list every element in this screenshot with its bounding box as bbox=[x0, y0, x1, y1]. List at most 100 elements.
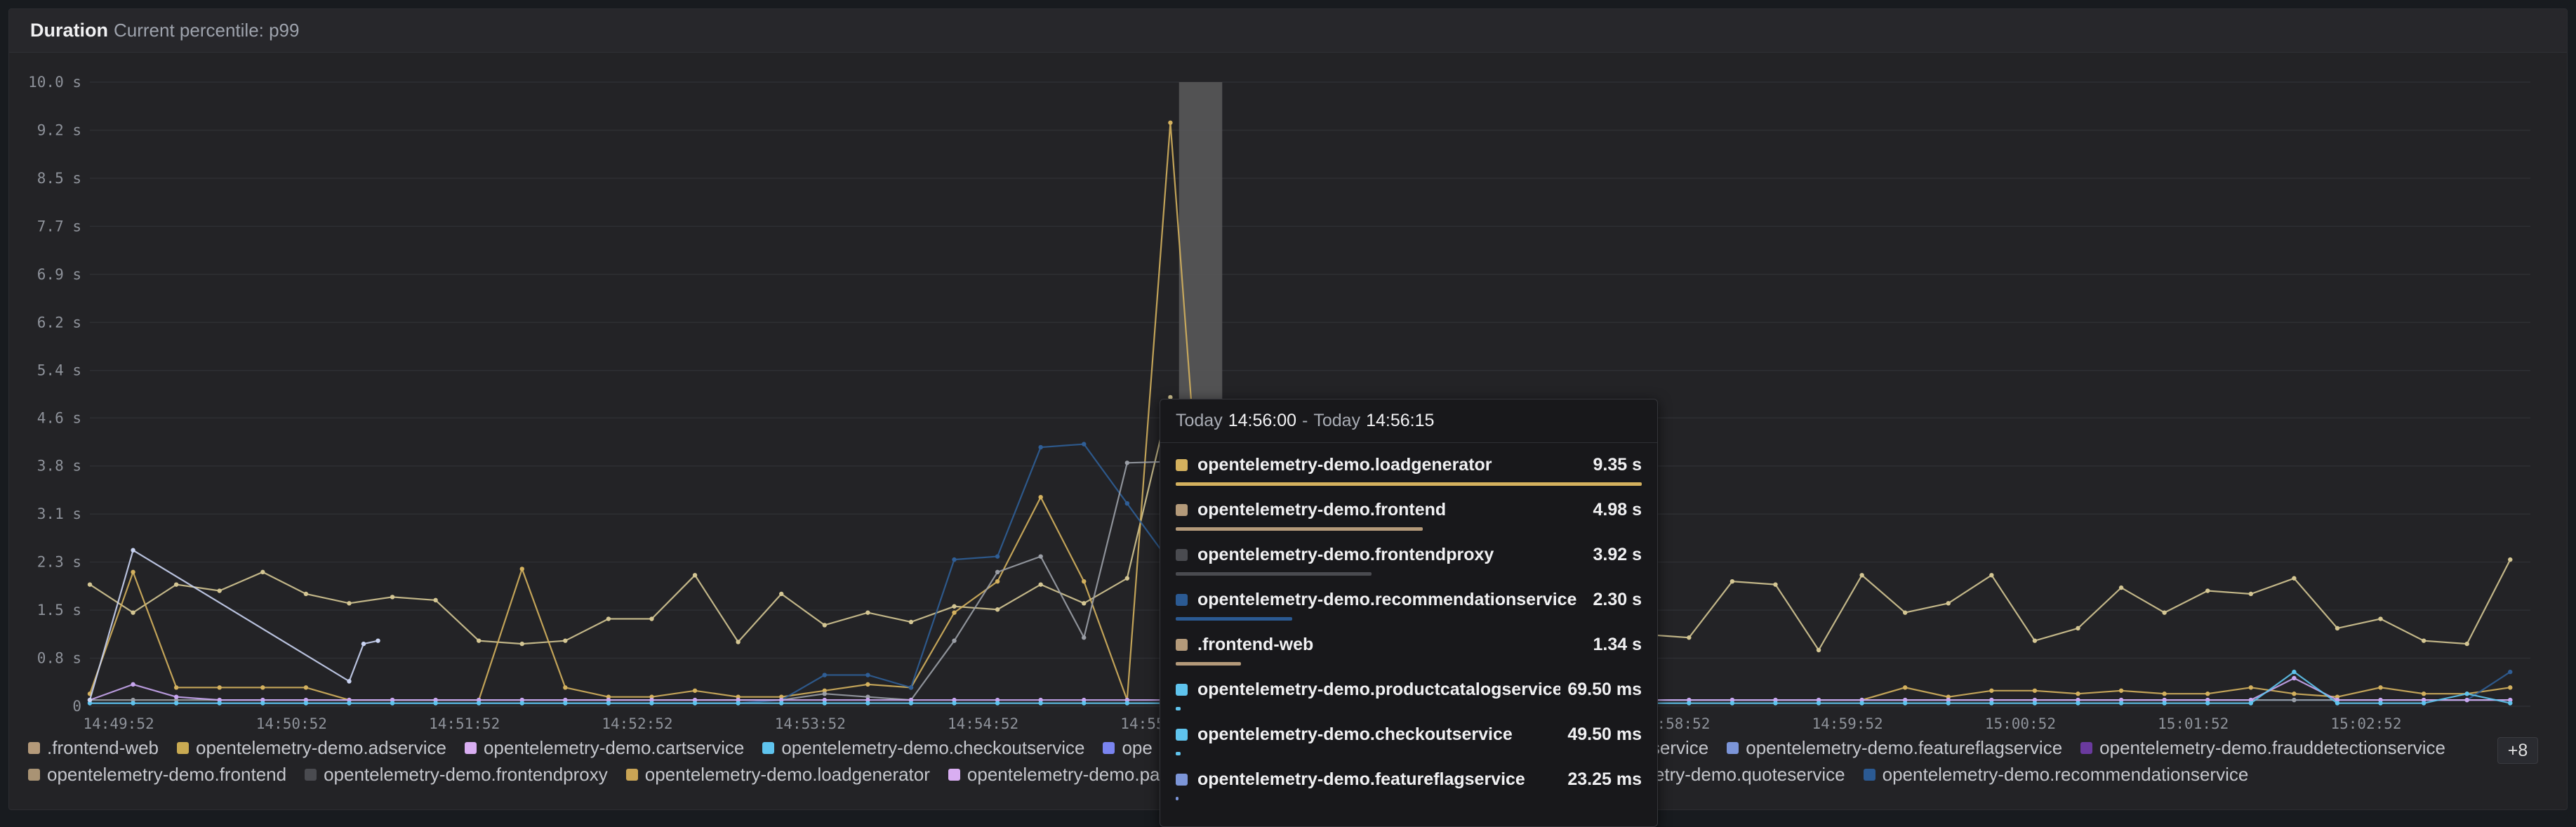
data-point bbox=[1687, 635, 1692, 640]
data-point bbox=[822, 701, 827, 706]
data-point bbox=[563, 685, 568, 690]
data-point bbox=[1168, 395, 1173, 400]
tooltip-row-line: opentelemetry-demo.featureflagservice 23.… bbox=[1176, 762, 1642, 797]
data-point bbox=[563, 701, 568, 706]
legend-label: opentelemetry-demo.pa bbox=[967, 763, 1160, 785]
chart-tooltip: Today 14:56:00 - Today 14:56:15 opentele… bbox=[1160, 399, 1658, 827]
tooltip-row-line: opentelemetry-demo.productcatalogservice… bbox=[1176, 672, 1642, 707]
data-point bbox=[2032, 688, 2038, 693]
data-point bbox=[649, 694, 654, 699]
data-point bbox=[519, 567, 524, 571]
data-point bbox=[1124, 697, 1130, 703]
data-point bbox=[2118, 585, 2124, 590]
tooltip-row-line: opentelemetry-demo.loadgenerator 9.35 s bbox=[1176, 447, 1642, 482]
data-point bbox=[2118, 688, 2124, 693]
tooltip-row: opentelemetry-demo.featureflagservice 23.… bbox=[1160, 762, 1657, 807]
data-point bbox=[173, 701, 179, 706]
data-point bbox=[2421, 692, 2426, 696]
data-point bbox=[2335, 701, 2340, 706]
data-point bbox=[952, 604, 957, 609]
data-point bbox=[519, 641, 524, 647]
data-point bbox=[1082, 635, 1087, 640]
data-point bbox=[2248, 591, 2254, 597]
data-point bbox=[1816, 647, 1821, 653]
data-point bbox=[2162, 610, 2167, 615]
legend-item[interactable]: opentelemetry-demo.adservice bbox=[176, 737, 446, 759]
data-point bbox=[131, 548, 135, 553]
data-point bbox=[1124, 701, 1130, 706]
legend-item[interactable]: opentelemetry-demo.featureflagservice bbox=[1727, 737, 2062, 759]
data-point bbox=[736, 640, 741, 644]
x-tick-label: 14:54:52 bbox=[948, 715, 1018, 730]
data-point bbox=[476, 697, 482, 703]
tooltip-rows: opentelemetry-demo.loadgenerator 9.35 s op… bbox=[1160, 443, 1657, 807]
data-point bbox=[1124, 501, 1130, 506]
data-point bbox=[2335, 694, 2340, 699]
tooltip-swatch bbox=[1176, 503, 1188, 516]
data-point bbox=[606, 694, 611, 699]
data-point bbox=[952, 697, 957, 703]
tooltip-row: .frontend-web 1.34 s bbox=[1160, 627, 1657, 672]
tooltip-series-value: 4.98 s bbox=[1593, 499, 1642, 520]
data-point bbox=[1687, 701, 1692, 706]
x-tick-label: 14:53:52 bbox=[775, 715, 846, 730]
data-point bbox=[649, 616, 654, 621]
tooltip-row: opentelemetry-demo.recommendationservice… bbox=[1160, 582, 1657, 627]
data-point bbox=[1082, 442, 1087, 446]
legend-item[interactable]: ope bbox=[1103, 737, 1153, 759]
legend-item[interactable]: opentelemetry-demo.recommendationservice bbox=[1863, 764, 2248, 786]
legend-swatch bbox=[1103, 741, 1115, 754]
data-point bbox=[173, 685, 179, 690]
data-point bbox=[1082, 697, 1087, 703]
legend-item[interactable]: opentelemetry-demo.checkoutservice bbox=[762, 737, 1084, 759]
data-point bbox=[131, 697, 135, 703]
data-point bbox=[865, 697, 870, 703]
tooltip-series-value: 49.50 ms bbox=[1567, 724, 1642, 744]
tooltip-series-name: opentelemetry-demo.loadgenerator bbox=[1197, 454, 1492, 475]
data-point bbox=[131, 610, 135, 615]
data-point bbox=[1038, 554, 1043, 559]
data-point bbox=[2292, 669, 2297, 675]
data-point bbox=[1816, 701, 1821, 706]
data-point bbox=[2378, 685, 2383, 690]
legend-item[interactable]: opentelemetry-demo.cartservice bbox=[464, 737, 744, 759]
data-point bbox=[1946, 701, 1951, 706]
legend-more-button[interactable]: +8 bbox=[2497, 737, 2538, 764]
legend-item[interactable]: .frontend-web bbox=[28, 737, 159, 759]
data-point bbox=[1989, 573, 1994, 578]
data-point bbox=[1946, 694, 1951, 699]
data-point bbox=[1902, 701, 1908, 706]
data-point bbox=[217, 701, 222, 706]
data-point bbox=[2464, 697, 2469, 703]
tooltip-series-name: opentelemetry-demo.featureflagservice bbox=[1197, 769, 1525, 789]
tooltip-series-value: 3.92 s bbox=[1593, 544, 1642, 564]
tooltip-bar-track bbox=[1176, 752, 1642, 755]
legend-item[interactable]: opentelemetry-demo.frontendproxy bbox=[305, 764, 608, 786]
data-point bbox=[1038, 444, 1043, 450]
y-tick-label: 3.1 s bbox=[37, 505, 81, 522]
data-point bbox=[433, 701, 438, 706]
data-point bbox=[692, 573, 698, 578]
data-point bbox=[2205, 692, 2210, 696]
legend-label: opentelemetry-demo.checkoutservice bbox=[781, 736, 1085, 758]
x-tick-label: 14:52:52 bbox=[602, 715, 672, 730]
data-point bbox=[87, 582, 93, 587]
data-point bbox=[2335, 697, 2340, 703]
legend-item[interactable]: opentelemetry-demo.frauddetectionservice bbox=[2080, 737, 2445, 759]
data-point bbox=[2421, 638, 2426, 643]
data-point bbox=[865, 682, 870, 687]
data-point bbox=[2076, 626, 2080, 631]
data-point bbox=[1902, 697, 1908, 703]
tooltip-swatch bbox=[1176, 593, 1188, 606]
data-point bbox=[2162, 692, 2167, 696]
data-point bbox=[995, 579, 1000, 584]
data-point bbox=[1989, 688, 1994, 693]
legend-item[interactable]: opentelemetry-demo.loadgenerator bbox=[625, 764, 930, 786]
tooltip-series-name: opentelemetry-demo.frontendproxy bbox=[1197, 544, 1494, 564]
data-point bbox=[1124, 576, 1130, 581]
legend-item[interactable]: opentelemetry-demo.pa bbox=[948, 764, 1160, 786]
data-point bbox=[2508, 697, 2513, 703]
data-point bbox=[1989, 697, 1994, 703]
data-point bbox=[908, 701, 914, 706]
legend-item[interactable]: opentelemetry-demo.frontend bbox=[28, 764, 286, 786]
